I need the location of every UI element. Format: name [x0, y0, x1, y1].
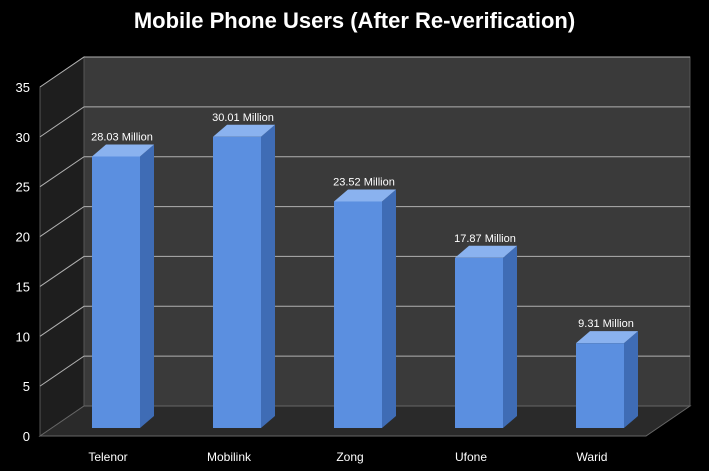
bar — [455, 245, 517, 428]
y-tick-label: 0 — [23, 429, 30, 444]
category-labels: Telenor Mobilink Zong Ufone Warid — [88, 450, 607, 464]
gridline — [39, 156, 690, 188]
bar — [334, 189, 396, 428]
bar-top — [576, 331, 638, 344]
data-labels: 28.03 Million 30.01 Million 23.52 Million 1… — [91, 112, 634, 330]
y-tick-label: 5 — [23, 379, 30, 394]
bar — [576, 331, 638, 428]
bar-top — [92, 144, 154, 157]
category-label: Ufone — [455, 450, 487, 464]
category-label: Warid — [577, 450, 608, 464]
bar-side — [382, 189, 396, 428]
data-label: 9.31 Million — [578, 318, 634, 330]
bar-top — [213, 124, 275, 137]
bar — [92, 144, 154, 428]
bar-side — [140, 144, 154, 428]
bar-side — [624, 331, 638, 428]
category-label: Zong — [336, 450, 363, 464]
side-wall — [39, 56, 85, 437]
bar-front — [334, 201, 382, 428]
bars — [92, 124, 638, 428]
category-label: Mobilink — [207, 450, 252, 464]
bar-side — [503, 245, 517, 428]
bar-front — [576, 343, 624, 428]
gridline — [39, 56, 690, 88]
y-tick-label: 10 — [16, 329, 30, 344]
gridline — [39, 106, 690, 138]
bar-top — [334, 189, 396, 202]
y-tick-label: 25 — [16, 180, 30, 195]
bar-front — [455, 257, 503, 428]
bar-front — [92, 156, 140, 428]
bar-top — [455, 245, 517, 258]
data-label: 17.87 Million — [454, 233, 516, 245]
y-tick-label: 35 — [16, 80, 30, 95]
bar-side — [261, 124, 275, 428]
chart-title: Mobile Phone Users (After Re-verificatio… — [133, 8, 576, 33]
bar — [213, 124, 275, 428]
y-tick-label: 20 — [16, 230, 30, 245]
y-axis-ticks: 0 5 10 15 20 25 30 35 — [16, 80, 30, 444]
y-tick-label: 30 — [16, 130, 30, 145]
bar-front — [213, 136, 261, 428]
data-label: 23.52 Million — [333, 176, 395, 188]
data-label: 30.01 Million — [212, 112, 274, 124]
data-label: 28.03 Million — [91, 132, 153, 144]
gridline — [39, 206, 690, 237]
y-tick-label: 15 — [16, 279, 30, 294]
category-label: Telenor — [88, 450, 127, 464]
